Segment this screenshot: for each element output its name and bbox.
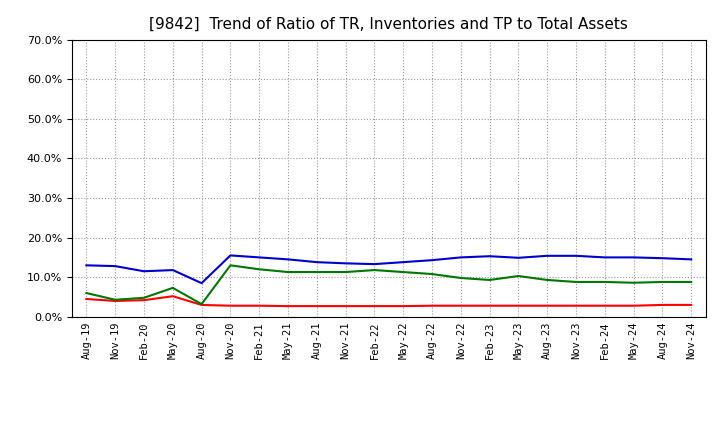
Inventories: [140, 268, 148, 274]
Trade Receivables: [341, 304, 350, 309]
Trade Payables: [629, 280, 638, 286]
Title: [9842]  Trend of Ratio of TR, Inventories and TP to Total Assets: [9842] Trend of Ratio of TR, Inventories…: [149, 16, 629, 32]
Inventories: [168, 268, 177, 273]
Trade Receivables: [370, 304, 379, 309]
Trade Receivables: [658, 302, 667, 308]
Trade Receivables: [284, 304, 292, 309]
Inventories: [629, 255, 638, 260]
Trade Receivables: [600, 303, 609, 308]
Trade Payables: [428, 271, 436, 277]
Trade Payables: [456, 275, 465, 281]
Trade Receivables: [140, 297, 148, 303]
Trade Receivables: [312, 304, 321, 309]
Trade Receivables: [456, 303, 465, 308]
Trade Payables: [658, 279, 667, 285]
Inventories: [600, 255, 609, 260]
Line: Trade Payables: Trade Payables: [86, 265, 691, 304]
Inventories: [687, 257, 696, 262]
Trade Payables: [140, 295, 148, 301]
Inventories: [399, 260, 408, 265]
Inventories: [485, 253, 494, 259]
Inventories: [456, 255, 465, 260]
Trade Payables: [111, 297, 120, 302]
Line: Trade Receivables: Trade Receivables: [86, 296, 691, 306]
Trade Receivables: [226, 303, 235, 308]
Trade Receivables: [514, 303, 523, 308]
Trade Payables: [485, 277, 494, 282]
Inventories: [370, 261, 379, 267]
Trade Receivables: [197, 302, 206, 308]
Trade Payables: [600, 279, 609, 285]
Inventories: [255, 255, 264, 260]
Line: Inventories: Inventories: [86, 255, 691, 283]
Inventories: [428, 257, 436, 263]
Inventories: [197, 281, 206, 286]
Trade Receivables: [428, 303, 436, 308]
Trade Payables: [543, 277, 552, 282]
Trade Receivables: [572, 303, 580, 308]
Trade Payables: [82, 290, 91, 296]
Inventories: [312, 260, 321, 265]
Trade Payables: [687, 279, 696, 285]
Trade Receivables: [255, 303, 264, 308]
Trade Payables: [572, 279, 580, 285]
Inventories: [658, 256, 667, 261]
Inventories: [572, 253, 580, 258]
Inventories: [111, 264, 120, 269]
Trade Payables: [197, 301, 206, 307]
Trade Payables: [399, 269, 408, 275]
Inventories: [514, 255, 523, 260]
Trade Receivables: [485, 303, 494, 308]
Inventories: [226, 253, 235, 258]
Trade Payables: [255, 267, 264, 272]
Trade Payables: [341, 269, 350, 275]
Trade Receivables: [629, 303, 638, 308]
Trade Payables: [284, 269, 292, 275]
Trade Receivables: [111, 298, 120, 304]
Trade Receivables: [543, 303, 552, 308]
Trade Payables: [370, 268, 379, 273]
Trade Payables: [168, 285, 177, 290]
Inventories: [82, 263, 91, 268]
Trade Receivables: [399, 304, 408, 309]
Trade Receivables: [82, 297, 91, 302]
Inventories: [341, 260, 350, 266]
Trade Payables: [312, 269, 321, 275]
Trade Receivables: [687, 302, 696, 308]
Trade Receivables: [168, 293, 177, 299]
Trade Payables: [226, 263, 235, 268]
Trade Payables: [514, 273, 523, 279]
Inventories: [284, 257, 292, 262]
Inventories: [543, 253, 552, 258]
